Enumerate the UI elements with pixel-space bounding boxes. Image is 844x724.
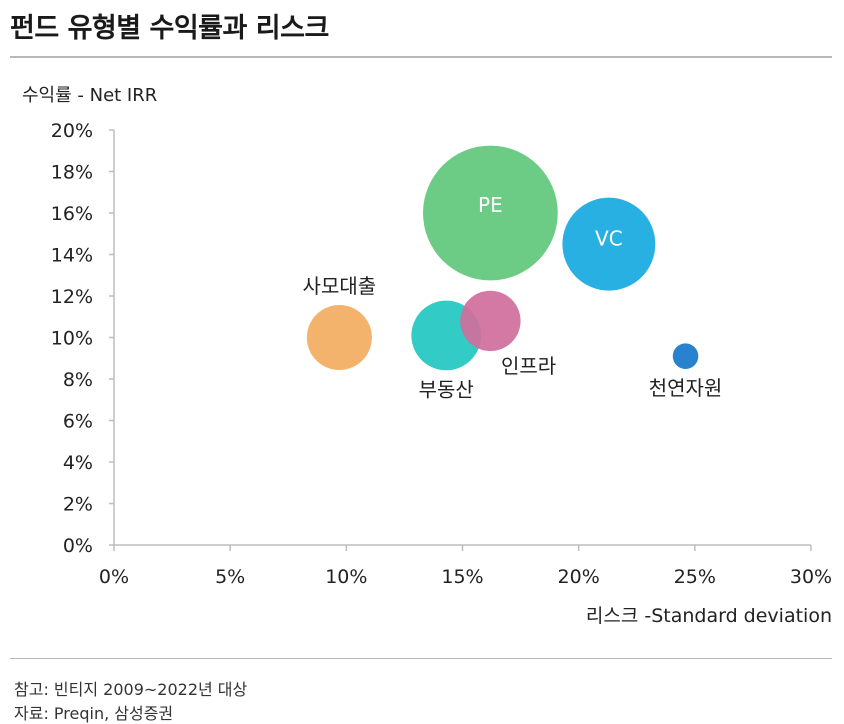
y-tick-label: 6% (63, 411, 93, 433)
chart-title: 펀드 유형별 수익률과 리스크 (10, 13, 329, 44)
y-tick-label: 2% (63, 494, 93, 516)
bubble-label-VC: VC (595, 227, 623, 251)
bubble-PE (423, 145, 558, 281)
x-tick-label: 30% (790, 566, 832, 588)
y-tick-label: 10% (51, 328, 93, 350)
bubble-label-천연자원: 천연자원 (649, 376, 723, 400)
x-tick-label: 0% (99, 566, 129, 588)
y-tick-label: 18% (51, 162, 93, 184)
footer-divider (10, 658, 832, 659)
y-tick-label: 16% (51, 203, 93, 225)
x-axis-label: 리스크 -Standard deviation (586, 605, 832, 627)
bubble-천연자원 (672, 343, 699, 369)
x-tick-label: 5% (215, 566, 245, 588)
y-tick-label: 12% (51, 286, 93, 308)
title-divider (10, 56, 832, 58)
bubble-label-인프라: 인프라 (501, 354, 556, 378)
y-tick-label: 4% (63, 452, 93, 474)
y-tick-label: 20% (51, 120, 93, 142)
bubble-VC (562, 197, 656, 291)
x-tick-label: 20% (558, 566, 600, 588)
x-tick-label: 10% (325, 566, 367, 588)
x-tick-label: 25% (674, 566, 716, 588)
y-tick-label: 14% (51, 245, 93, 267)
note-source: 자료: Preqin, 삼성증권 (14, 704, 174, 723)
y-tick-label: 8% (63, 369, 93, 391)
bubble-사모대출 (306, 304, 372, 371)
y-tick-label: 0% (63, 535, 93, 557)
bubble-label-부동산: 부동산 (419, 377, 474, 401)
bubble-chart: 수익률 - Net IRR 0% 2% 4% 6% 8% 10% 12% 14% 16% 18% 20… (22, 85, 832, 627)
bubble-label-PE: PE (478, 193, 503, 217)
y-axis-label: 수익률 - Net IRR (22, 85, 157, 106)
x-tick-label: 15% (441, 566, 483, 588)
bubble-label-사모대출: 사모대출 (303, 274, 377, 298)
note-vintage: 참고: 빈티지 2009~2022년 대상 (14, 680, 248, 699)
bubble-인프라 (460, 290, 521, 352)
